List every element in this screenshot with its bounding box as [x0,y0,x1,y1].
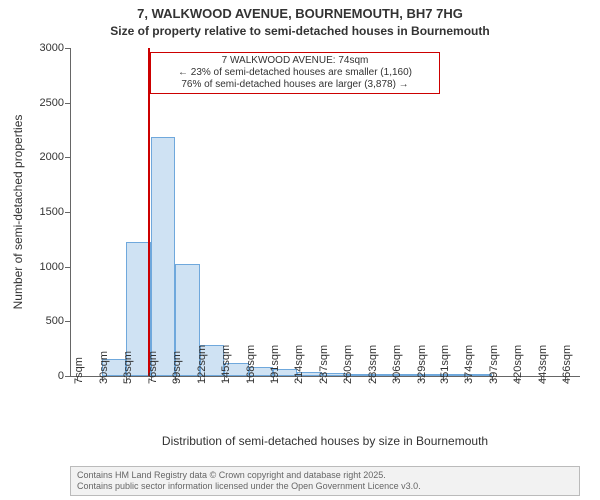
y-tick-label: 500 [46,315,70,327]
x-tick-label: 168sqm [245,345,257,384]
annotation-line-1: 7 WALKWOOD AVENUE: 74sqm [155,55,435,67]
y-tick-label: 1000 [40,261,70,273]
y-axis-line [70,48,71,376]
y-tick-label: 1500 [40,206,70,218]
property-marker-line [148,48,150,376]
annotation-line-3: 76% of semi-detached houses are larger (… [155,79,435,91]
x-tick-label: 443sqm [537,345,549,384]
y-tick-label: 2500 [40,97,70,109]
histogram-bar [151,137,175,376]
x-tick-label: 99sqm [171,351,183,384]
annotation-box: 7 WALKWOOD AVENUE: 74sqm ← 23% of semi-d… [150,52,440,94]
property-size-chart: 7, WALKWOOD AVENUE, BOURNEMOUTH, BH7 7HG… [0,0,600,500]
footer-line-1: Contains HM Land Registry data © Crown c… [77,470,573,481]
y-tick-label: 3000 [40,42,70,54]
x-axis-label: Distribution of semi-detached houses by … [162,434,488,448]
x-tick-label: 306sqm [391,345,403,384]
x-tick-label: 260sqm [342,345,354,384]
y-tick-label: 2000 [40,151,70,163]
x-tick-label: 30sqm [98,351,110,384]
x-tick-label: 7sqm [73,357,85,384]
x-tick-label: 191sqm [269,345,281,384]
x-tick-label: 374sqm [463,345,475,384]
x-tick-label: 466sqm [561,345,573,384]
x-tick-label: 214sqm [293,345,305,384]
x-tick-label: 53sqm [122,351,134,384]
footer-line-2: Contains public sector information licen… [77,481,573,492]
x-tick-label: 76sqm [147,351,159,384]
chart-title-main: 7, WALKWOOD AVENUE, BOURNEMOUTH, BH7 7HG [0,6,600,21]
y-axis-label: Number of semi-detached properties [11,115,25,310]
y-tick-label: 0 [58,370,70,382]
annotation-line-2: ← 23% of semi-detached houses are smalle… [155,67,435,79]
x-tick-label: 351sqm [439,345,451,384]
x-tick-label: 237sqm [318,345,330,384]
x-tick-label: 329sqm [416,345,428,384]
plot-area: 7 WALKWOOD AVENUE: 74sqm ← 23% of semi-d… [70,48,580,376]
x-tick-label: 420sqm [512,345,524,384]
chart-title-sub: Size of property relative to semi-detach… [0,24,600,38]
x-tick-label: 283sqm [367,345,379,384]
attribution-footer: Contains HM Land Registry data © Crown c… [70,466,580,496]
x-tick-label: 145sqm [220,345,232,384]
x-tick-label: 122sqm [196,345,208,384]
x-tick-label: 397sqm [488,345,500,384]
